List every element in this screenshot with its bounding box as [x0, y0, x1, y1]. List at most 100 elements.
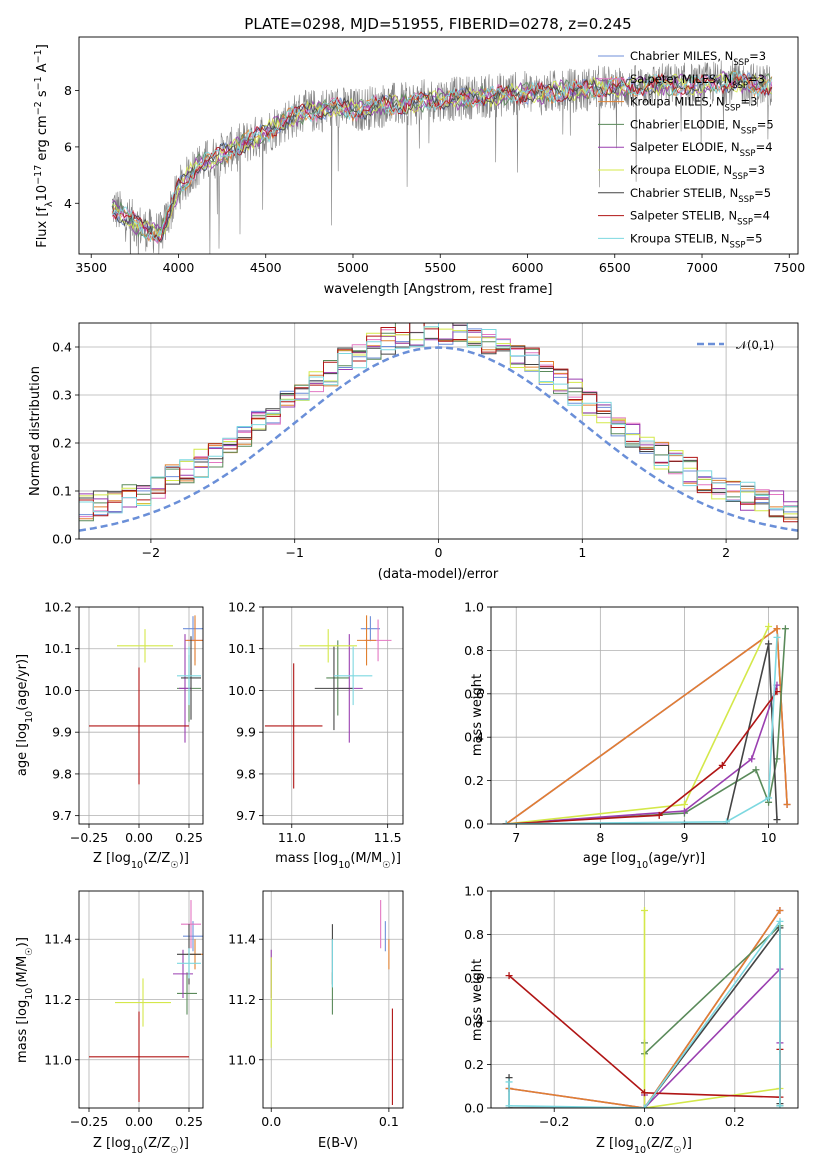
plot-area — [79, 323, 798, 539]
y-tick-label: 1.0 — [464, 884, 484, 899]
x-tick-label: 6000 — [512, 260, 544, 275]
legend-label-value: =3 — [749, 49, 766, 63]
x-axis-label: E(B-V) — [318, 1136, 358, 1151]
data-marker — [765, 623, 773, 631]
data-marker — [680, 807, 688, 815]
x-tick-label: 9 — [680, 830, 688, 845]
y-tick-label: 9.8 — [52, 766, 72, 781]
plot-area — [270, 900, 393, 1105]
y-tick-label: 8 — [64, 83, 72, 98]
legend-label-subscript: SSP — [732, 81, 748, 91]
legend-label: Salpeter ELODIE, NSSP=4 — [630, 140, 773, 159]
data-marker — [781, 625, 789, 633]
x-axis-label-part: 10 — [131, 1145, 143, 1156]
y-tick-label: 11.0 — [228, 1052, 256, 1067]
x-tick-label: −0.25 — [70, 830, 108, 845]
y-tick-label: 6 — [64, 139, 72, 154]
model-spectrum-line — [112, 72, 773, 243]
y-tick-label: 4 — [64, 196, 72, 211]
x-tick-label: 3500 — [75, 260, 107, 275]
x-tick-label: −2 — [142, 545, 160, 560]
y-axis-label-part: λ — [44, 201, 55, 207]
data-marker — [752, 766, 760, 774]
x-axis-label-part: ☉ — [382, 860, 391, 871]
y-axis-label-part: 10 — [35, 185, 50, 202]
y-tick-label: 0.6 — [464, 970, 484, 985]
legend-label-text: Kroupa MILES, N — [630, 95, 725, 109]
legend-label-value: =5 — [757, 117, 774, 131]
legend-label-value: =3 — [748, 163, 765, 177]
x-axis-label: wavelength [Angstrom, rest frame] — [324, 282, 553, 297]
x-axis-label-part: (Z/Z — [143, 1136, 170, 1151]
legend-label-text: Chabrier ELODIE, N — [630, 117, 741, 131]
y-tick-label: 11.2 — [228, 992, 256, 1007]
y-tick-label: 0.2 — [52, 436, 72, 451]
legend-label-subscript: SSP — [730, 240, 746, 250]
x-tick-label: 0.2 — [725, 1114, 745, 1129]
data-marker — [773, 625, 781, 633]
plot-area — [111, 59, 773, 254]
x-axis-label-part: )] — [391, 851, 401, 866]
spectrum-panel: 3500 4000 4500 5000 5500 6000 6500 7000 7500 4 6 8 w… — [33, 36, 805, 297]
x-tick-label: 5000 — [337, 260, 369, 275]
y-axis-label-part: −2 — [33, 101, 44, 115]
y-tick-label: 10.1 — [228, 641, 256, 656]
x-axis-label-part: Z [log — [93, 1136, 131, 1151]
x-tick-label: 10 — [761, 830, 777, 845]
legend-label: Salpeter MILES, NSSP=3 — [630, 72, 765, 91]
series-line — [506, 684, 778, 824]
y-tick-label: 0.6 — [464, 686, 484, 701]
y-axis-label-part: age [log — [15, 723, 30, 776]
legend-label-value: =5 — [745, 231, 762, 245]
axes-frame — [262, 606, 404, 825]
y-tick-label: 0.2 — [464, 1057, 484, 1072]
figure-title: PLATE=0298, MJD=51955, FIBERID=0278, z=0… — [244, 15, 631, 33]
massweight-vs-metallicity-panel: −0.2 0.0 0.2 0.0 0.2 0.4 0.6 0.8 1.0 Z [log10(Z/Z… — [464, 884, 799, 1156]
y-tick-label: 10.2 — [228, 600, 256, 615]
data-marker — [723, 818, 731, 824]
y-tick-label: 0.0 — [52, 532, 72, 547]
series-line — [505, 627, 788, 824]
plot-area — [264, 615, 392, 789]
data-marker — [641, 1089, 648, 1097]
y-axis-label-part: erg cm — [35, 115, 50, 164]
series-line — [508, 910, 781, 1108]
x-tick-label: 7000 — [686, 260, 718, 275]
axes-frame — [78, 606, 204, 825]
legend-label: Kroupa MILES, NSSP=3 — [630, 95, 757, 114]
x-tick-label: 11.0 — [278, 830, 306, 845]
age-vs-mass-panel: 11.0 11.5 9.7 9.8 9.9 10.0 10.1 10.2 mass [log10… — [228, 600, 404, 871]
series-line — [684, 643, 778, 824]
y-axis-label: mass weight — [470, 674, 485, 756]
y-axis-label: mass [log10(M/M☉)] — [15, 937, 35, 1063]
data-marker — [718, 761, 726, 769]
y-tick-label: 10.0 — [44, 683, 72, 698]
data-marker — [505, 1102, 513, 1108]
x-axis-label-part: / — [157, 851, 162, 866]
y-axis-label: Flux [fλ10−17 erg cm−2 s−1 A−1] — [33, 44, 55, 248]
x-axis-label-part: ( — [143, 851, 148, 866]
x-axis-label: Z [log10(Z/Z☉)] — [93, 1136, 189, 1156]
data-marker — [505, 972, 513, 980]
data-marker — [776, 1102, 784, 1108]
x-axis-label-part: Z — [148, 851, 157, 866]
x-tick-label: 5500 — [424, 260, 456, 275]
data-marker — [641, 907, 648, 915]
x-axis-label: age [log10(age/yr)] — [583, 851, 705, 871]
x-axis-label-part: Z [log — [93, 851, 131, 866]
histogram-step — [79, 323, 798, 539]
legend-label-text: Salpeter STELIB, N — [630, 209, 737, 223]
x-tick-label: 0.0 — [635, 1114, 655, 1129]
y-axis-label: mass weight — [470, 959, 485, 1041]
x-tick-label: 0.25 — [175, 830, 203, 845]
y-axis-label-part: mass [log — [15, 1000, 30, 1063]
x-tick-label: 0.1 — [379, 1114, 399, 1129]
data-marker — [776, 907, 784, 915]
legend-label-subscript: SSP — [740, 149, 756, 159]
y-tick-label: 0.3 — [52, 388, 72, 403]
y-axis-label-part: −1 — [33, 49, 44, 63]
plot-area — [505, 907, 784, 1108]
x-tick-label: 0.00 — [125, 830, 153, 845]
